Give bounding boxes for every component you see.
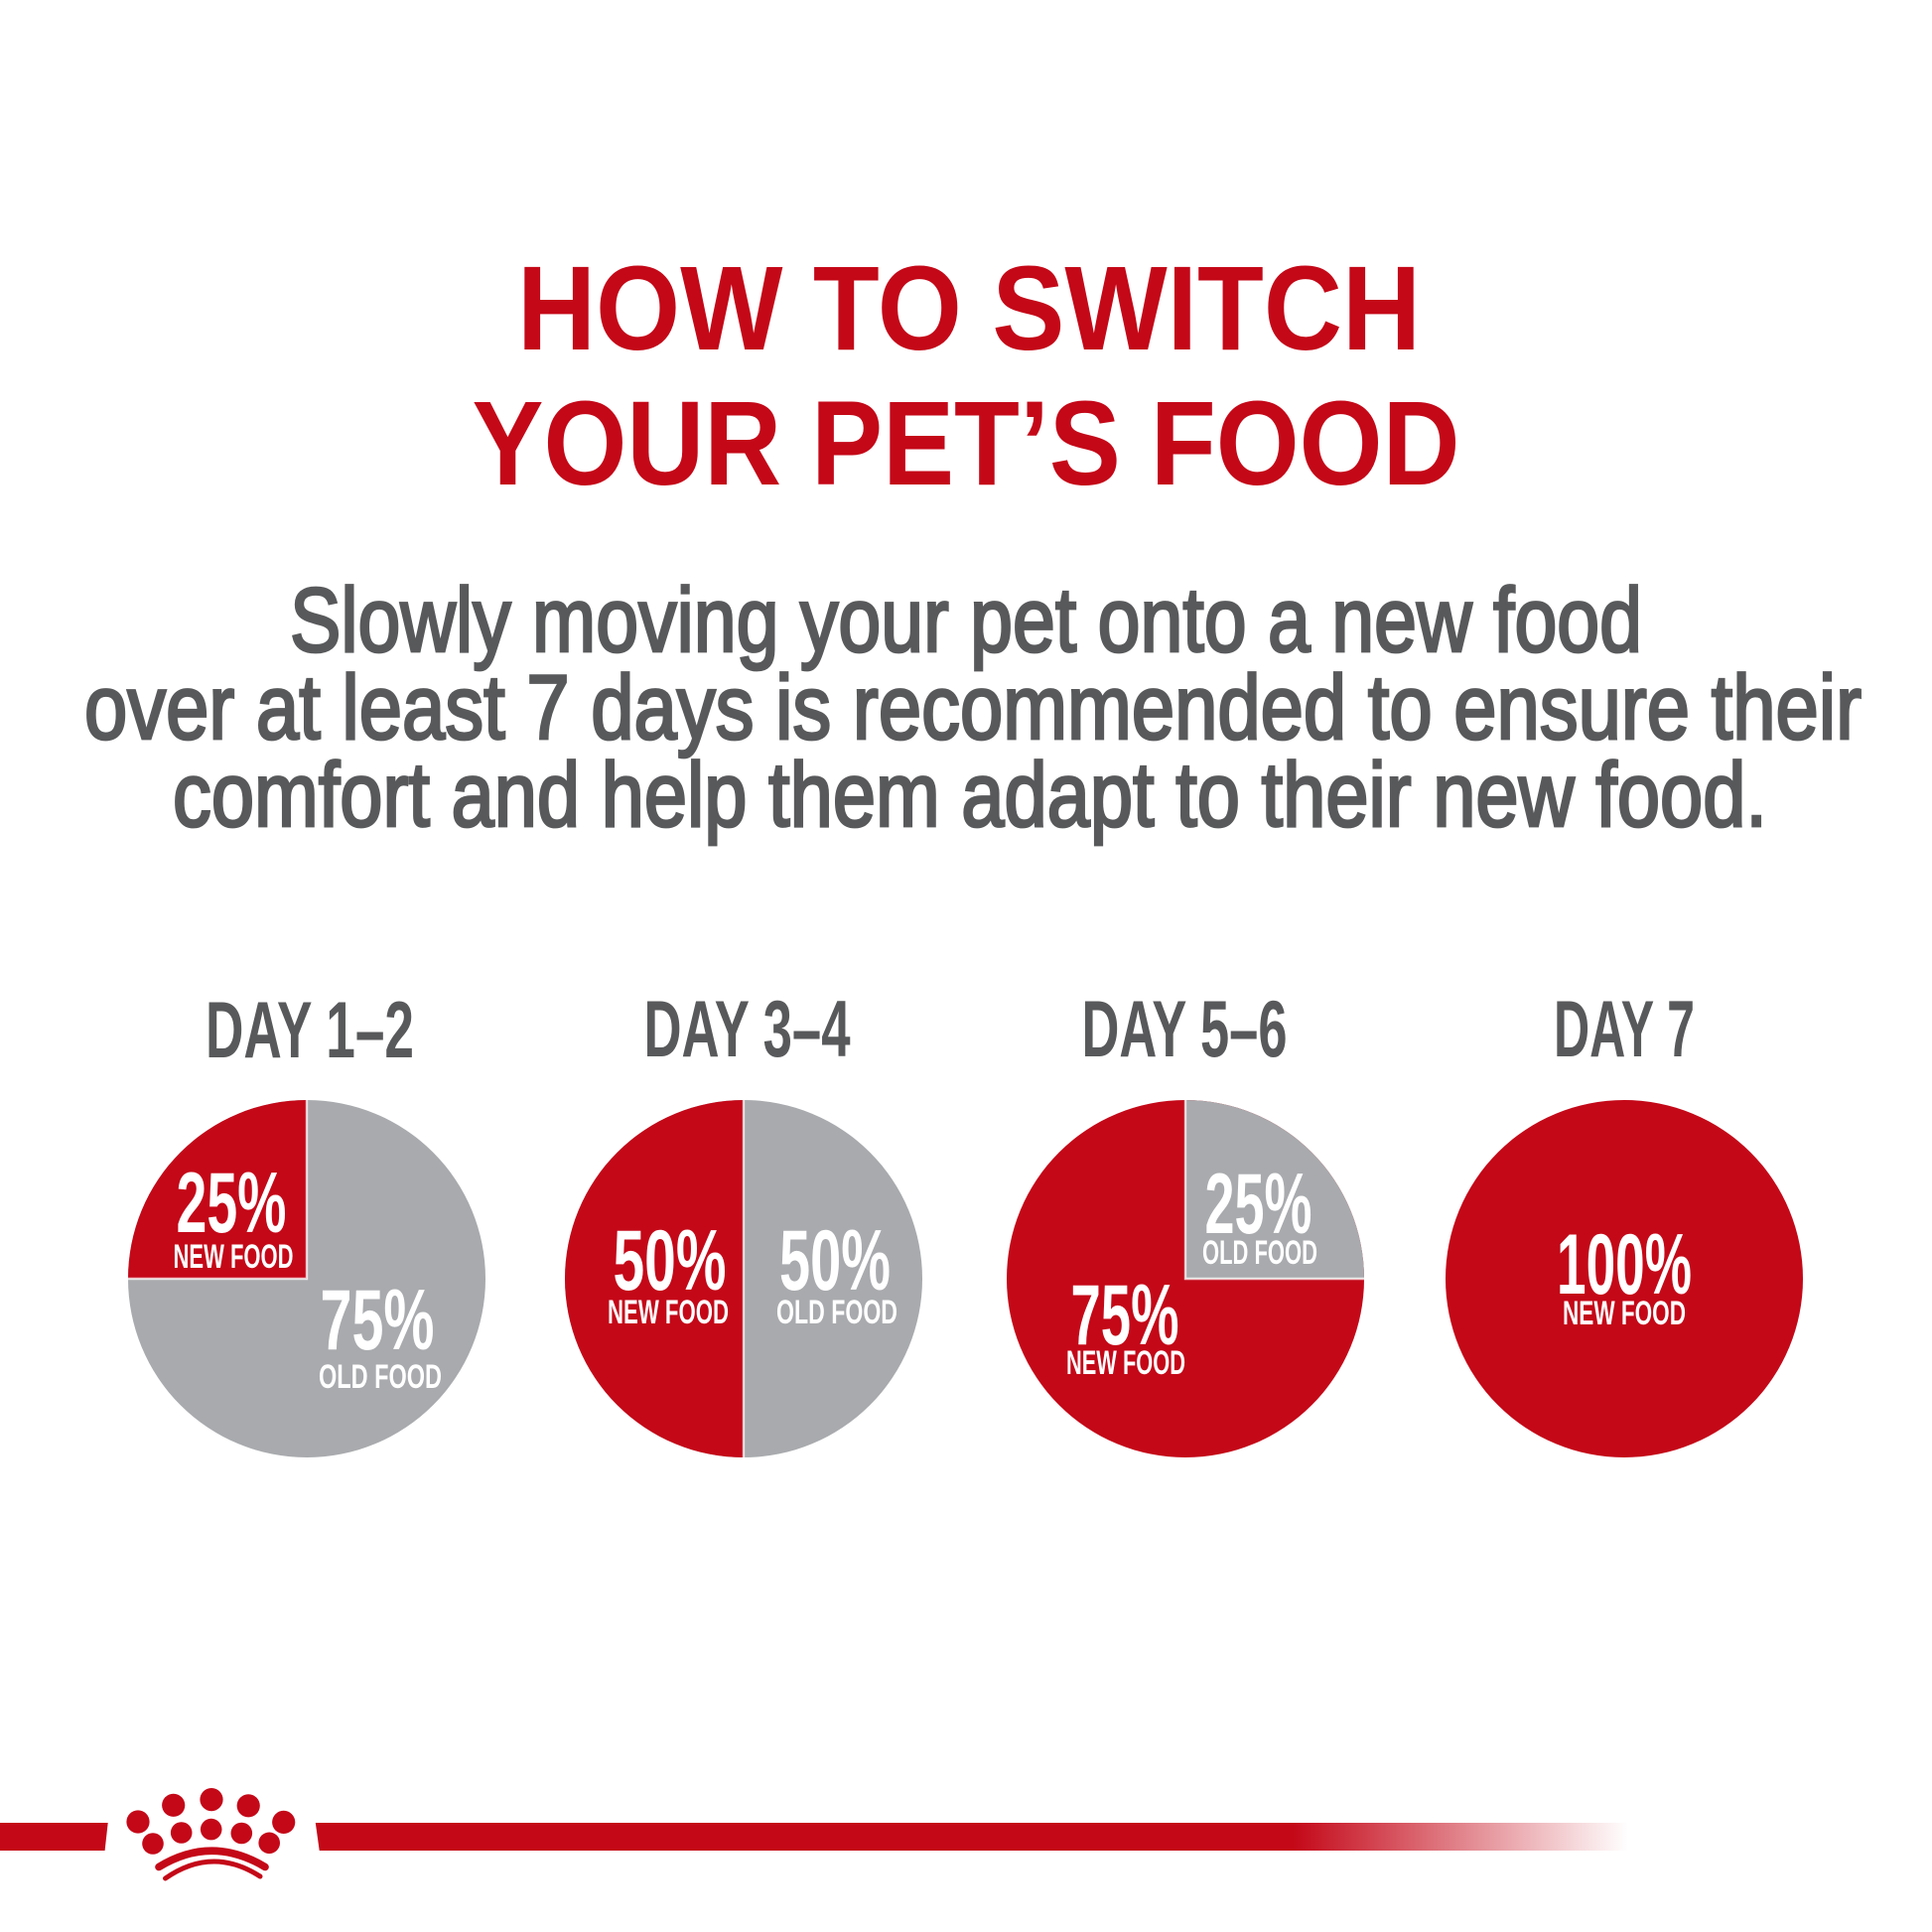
svg-text:YOUR PET’S FOOD: YOUR PET’S FOOD [473,375,1460,510]
svg-text:OLD FOOD: OLD FOOD [1202,1234,1317,1272]
svg-text:OLD FOOD: OLD FOOD [776,1294,897,1331]
svg-text:NEW FOOD: NEW FOOD [1563,1295,1686,1332]
svg-text:DAY 3–4: DAY 3–4 [644,985,851,1074]
svg-text:75%: 75% [321,1273,435,1368]
svg-text:comfort and help them adapt to: comfort and help them adapt to their new… [173,745,1767,846]
svg-text:OLD FOOD: OLD FOOD [319,1358,442,1396]
svg-text:25%: 25% [177,1156,287,1251]
svg-text:NEW FOOD: NEW FOOD [608,1294,729,1331]
svg-text:DAY 1–2: DAY 1–2 [206,986,414,1075]
svg-text:50%: 50% [779,1213,891,1309]
svg-text:NEW FOOD: NEW FOOD [1066,1344,1185,1382]
svg-text:DAY 5–6: DAY 5–6 [1082,985,1288,1074]
svg-text:DAY 7: DAY 7 [1554,985,1695,1074]
svg-text:HOW TO SWITCH: HOW TO SWITCH [517,240,1421,375]
svg-text:100%: 100% [1557,1217,1692,1312]
svg-text:75%: 75% [1071,1268,1179,1363]
svg-text:NEW FOOD: NEW FOOD [174,1238,294,1276]
svg-text:Slowly moving your pet onto a: Slowly moving your pet onto a new food [290,570,1642,671]
svg-text:50%: 50% [614,1213,727,1309]
svg-text:25%: 25% [1205,1157,1312,1252]
svg-text:over at least 7 days is recomm: over at least 7 days is recommended to e… [84,657,1862,759]
